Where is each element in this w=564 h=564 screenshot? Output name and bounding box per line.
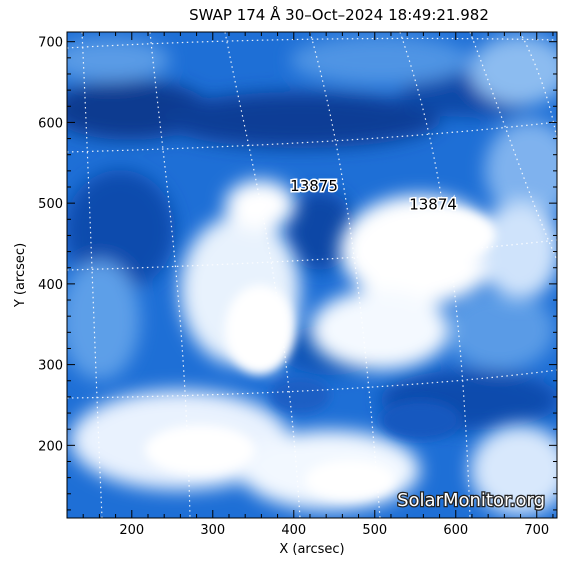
- y-tick-label: 700: [38, 36, 63, 51]
- x-tick-label: 700: [524, 523, 549, 538]
- x-tick-label: 400: [281, 523, 306, 538]
- y-tick-label: 300: [38, 359, 63, 374]
- solar-image: [67, 32, 557, 518]
- heliographic-grid: [67, 32, 557, 518]
- plot-frame: [66, 31, 558, 519]
- x-tick-label: 300: [200, 523, 225, 538]
- y-tick-label: 400: [38, 278, 63, 293]
- active-region-label: 13875: [290, 177, 338, 195]
- y-tick-label: 200: [38, 439, 63, 454]
- y-axis-ticks: 200 300 400 500 600 700: [38, 36, 557, 511]
- y-tick-label: 600: [38, 116, 63, 131]
- x-axis-label: X (arcsec): [279, 542, 344, 557]
- x-tick-label: 500: [362, 523, 387, 538]
- x-tick-label: 200: [119, 523, 144, 538]
- active-region-label: 13874: [409, 196, 457, 214]
- solarmonitor-watermark: SolarMonitor.org: [397, 490, 545, 511]
- active-region-labels: 13875 13874: [289, 176, 459, 216]
- plot-title: SWAP 174 Å 30–Oct–2024 18:49:21.982: [189, 5, 489, 24]
- y-tick-label: 500: [38, 197, 63, 212]
- x-axis-ticks: 200 300 400 500 600 700: [66, 32, 554, 538]
- y-axis-label: Y (arcsec): [13, 243, 28, 308]
- x-tick-label: 600: [443, 523, 468, 538]
